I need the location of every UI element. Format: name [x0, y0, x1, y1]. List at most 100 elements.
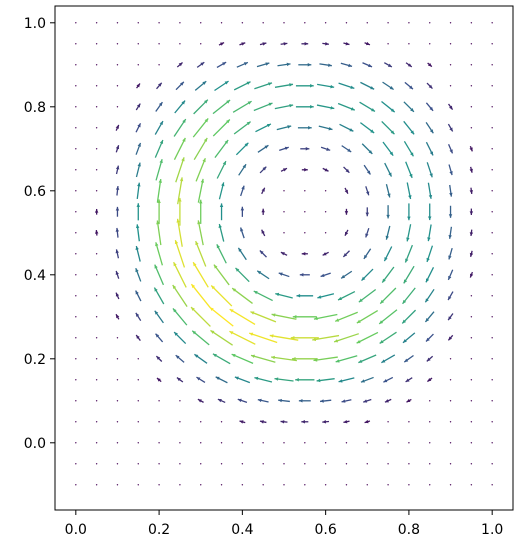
vector-arrow: [156, 377, 162, 383]
y-axis-ticks: 0.0 0.2 0.4 0.6 0.8 1.0: [24, 16, 55, 452]
vector-arrow: [194, 353, 208, 364]
vector-arrow: [155, 355, 163, 362]
vector-arrow: [233, 81, 251, 91]
vector-arrow: [95, 127, 98, 129]
vector-arrow: [172, 284, 188, 307]
vector-arrow: [280, 251, 288, 256]
vector-arrow: [116, 64, 119, 66]
vector-arrow: [387, 43, 389, 45]
vector-arrow: [304, 190, 306, 192]
vector-arrow: [154, 120, 164, 135]
vector-arrow: [344, 229, 349, 237]
vector-arrow: [405, 161, 413, 179]
vector-arrow: [214, 80, 229, 92]
vector-arrow: [116, 85, 119, 87]
vector-arrow: [447, 334, 454, 341]
vector-arrow: [190, 306, 211, 327]
vector-arrow: [253, 102, 273, 112]
vector-arrow: [356, 309, 379, 324]
vector-arrow: [174, 239, 186, 268]
vector-arrow: [425, 122, 434, 134]
vector-arrow: [241, 442, 244, 444]
vector-arrow: [295, 84, 314, 88]
vector-arrow: [312, 334, 340, 342]
vector-arrow: [403, 354, 414, 363]
vector-arrow: [156, 220, 162, 246]
vector-arrow: [425, 333, 434, 342]
vector-arrow: [313, 356, 338, 362]
vector-arrow: [172, 308, 188, 326]
vector-arrow: [262, 484, 264, 486]
vector-arrow: [449, 421, 452, 423]
vector-arrow: [301, 168, 308, 172]
vector-arrow: [470, 463, 473, 465]
vector-arrow: [408, 421, 410, 423]
vector-arrow: [158, 484, 160, 486]
vector-arrow: [262, 442, 264, 444]
vector-arrow: [360, 122, 375, 134]
vector-arrow: [75, 148, 77, 150]
vector-arrow: [304, 484, 306, 486]
vector-arrow: [115, 227, 120, 238]
vector-arrow: [322, 167, 329, 172]
vector-arrow: [75, 106, 77, 108]
vector-arrow: [153, 287, 165, 305]
vector-arrow: [469, 166, 473, 173]
vector-arrow: [274, 103, 294, 110]
vector-arrow: [179, 22, 181, 24]
vector-arrow: [448, 247, 453, 260]
vector-arrow: [115, 186, 120, 196]
vector-arrow: [363, 164, 371, 175]
vector-arrow: [322, 42, 329, 46]
vector-arrow: [449, 400, 452, 402]
vector-arrow: [274, 377, 294, 382]
vector-arrow: [75, 211, 77, 213]
vector-arrow: [95, 106, 98, 108]
vector-arrow: [429, 22, 431, 24]
vector-arrow: [363, 398, 372, 403]
vector-arrow: [365, 207, 370, 217]
vector-arrow: [387, 442, 389, 444]
vector-arrow: [338, 82, 355, 90]
vector-arrow: [220, 463, 223, 465]
vector-arrow: [362, 62, 373, 68]
vector-arrow: [137, 379, 139, 381]
vector-arrow: [256, 270, 270, 280]
vector-arrow: [449, 184, 453, 197]
vector-arrow: [404, 244, 413, 263]
vector-arrow: [116, 22, 119, 24]
vector-arrow: [137, 358, 139, 360]
vector-arrow: [448, 103, 454, 110]
vector-arrow: [297, 126, 312, 130]
vector-arrow: [319, 63, 332, 67]
vector-arrow: [298, 399, 311, 403]
vector-arrow: [385, 184, 391, 198]
vector-arrow: [385, 225, 391, 240]
vector-arrow: [158, 64, 160, 66]
vector-arrow: [200, 442, 202, 444]
vector-arrow: [261, 208, 265, 215]
vector-arrow: [427, 224, 432, 242]
vector-arrow: [470, 379, 473, 381]
vector-arrow: [449, 22, 452, 24]
vector-arrow: [470, 22, 473, 24]
vector-arrow: [210, 329, 233, 346]
vector-arrow: [403, 265, 415, 284]
vector-arrow: [259, 250, 267, 258]
vector-arrow: [215, 376, 228, 384]
vector-arrow: [233, 121, 251, 135]
vector-arrow: [194, 80, 207, 91]
vector-arrow: [277, 62, 291, 67]
vector-arrow: [178, 197, 182, 226]
vector-arrow: [449, 43, 452, 45]
vector-arrow: [137, 463, 139, 465]
vector-arrow: [238, 163, 247, 176]
vector-arrow: [383, 62, 393, 68]
vector-arrow: [156, 82, 163, 90]
vector-arrow: [359, 101, 376, 112]
vector-arrow: [449, 85, 452, 87]
vector-arrow: [94, 229, 99, 236]
vector-arrow: [491, 442, 493, 444]
vector-arrow: [253, 290, 273, 302]
vector-arrow: [192, 261, 209, 288]
